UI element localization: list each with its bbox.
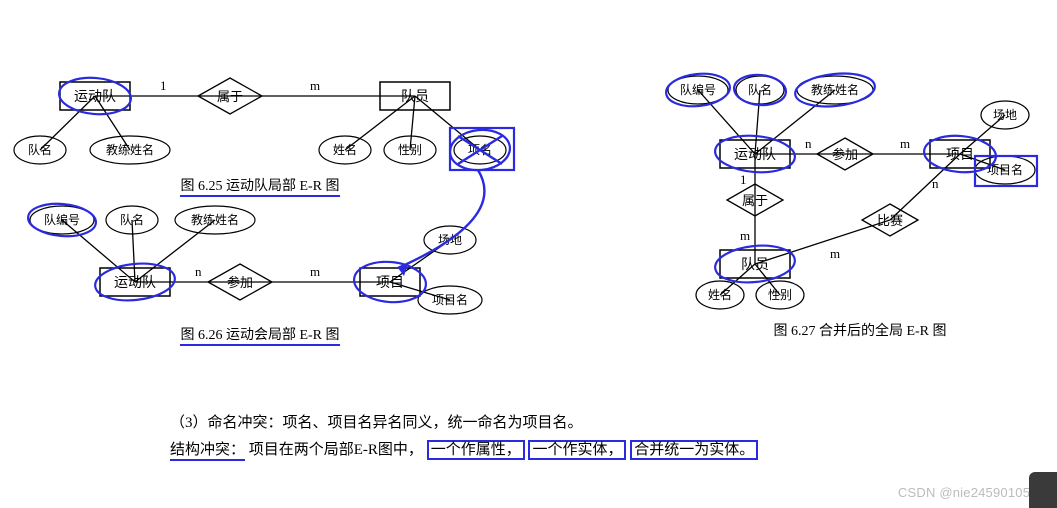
svg-text:队名: 队名	[748, 82, 772, 97]
corner-blob	[1029, 472, 1057, 508]
caption-626: 图 6.26 运动会局部 E-R 图	[120, 324, 400, 344]
caption-625: 图 6.25 运动队局部 E-R 图	[120, 175, 400, 195]
svg-text:运动队: 运动队	[734, 147, 776, 163]
svg-text:n: n	[932, 176, 939, 191]
svg-text:运动队: 运动队	[74, 89, 116, 105]
svg-text:n: n	[805, 136, 812, 151]
svg-text:m: m	[900, 136, 910, 151]
svg-text:教练姓名: 教练姓名	[106, 142, 154, 157]
svg-text:队名: 队名	[28, 142, 52, 157]
svg-text:1: 1	[740, 172, 747, 187]
svg-text:姓名: 姓名	[708, 287, 732, 302]
svg-text:队名: 队名	[120, 212, 144, 227]
svg-text:参加: 参加	[832, 147, 858, 162]
svg-text:m: m	[310, 264, 320, 279]
svg-text:性别: 性别	[398, 143, 422, 157]
svg-text:1: 1	[160, 78, 167, 93]
svg-text:场地: 场地	[993, 108, 1017, 122]
svg-text:姓名: 姓名	[333, 142, 357, 157]
svg-text:参加: 参加	[227, 275, 253, 290]
caption-627: 图 6.27 合并后的全局 E-R 图	[720, 320, 1000, 340]
svg-text:m: m	[310, 78, 320, 93]
notes-block: （3）命名冲突：项名、项目名异名同义，统一命名为项目名。 结构冲突： 项目在两个…	[170, 410, 890, 464]
svg-text:教练姓名: 教练姓名	[191, 212, 239, 227]
svg-text:属于: 属于	[217, 89, 243, 104]
svg-text:教练姓名: 教练姓名	[811, 82, 859, 97]
svg-text:队编号: 队编号	[44, 212, 80, 227]
svg-text:队员: 队员	[741, 257, 769, 273]
svg-text:项目: 项目	[376, 276, 404, 291]
svg-text:项目: 项目	[946, 148, 974, 163]
svg-text:队编号: 队编号	[680, 82, 716, 97]
svg-text:队员: 队员	[401, 89, 429, 105]
svg-text:运动队: 运动队	[114, 275, 156, 291]
svg-text:性别: 性别	[768, 288, 792, 302]
svg-text:项目名: 项目名	[432, 292, 468, 307]
svg-text:n: n	[195, 264, 202, 279]
svg-text:属于: 属于	[742, 193, 768, 208]
notes-line1: （3）命名冲突：项名、项目名异名同义，统一命名为项目名。	[170, 410, 890, 437]
svg-text:比赛: 比赛	[877, 213, 903, 228]
svg-text:m: m	[740, 228, 750, 243]
svg-text:m: m	[830, 246, 840, 261]
notes-line2: 结构冲突： 项目在两个局部E-R图中， 一个作属性， 一个作实体， 合并统一为实…	[170, 437, 890, 464]
watermark: CSDN @nie2459010516	[898, 485, 1045, 500]
